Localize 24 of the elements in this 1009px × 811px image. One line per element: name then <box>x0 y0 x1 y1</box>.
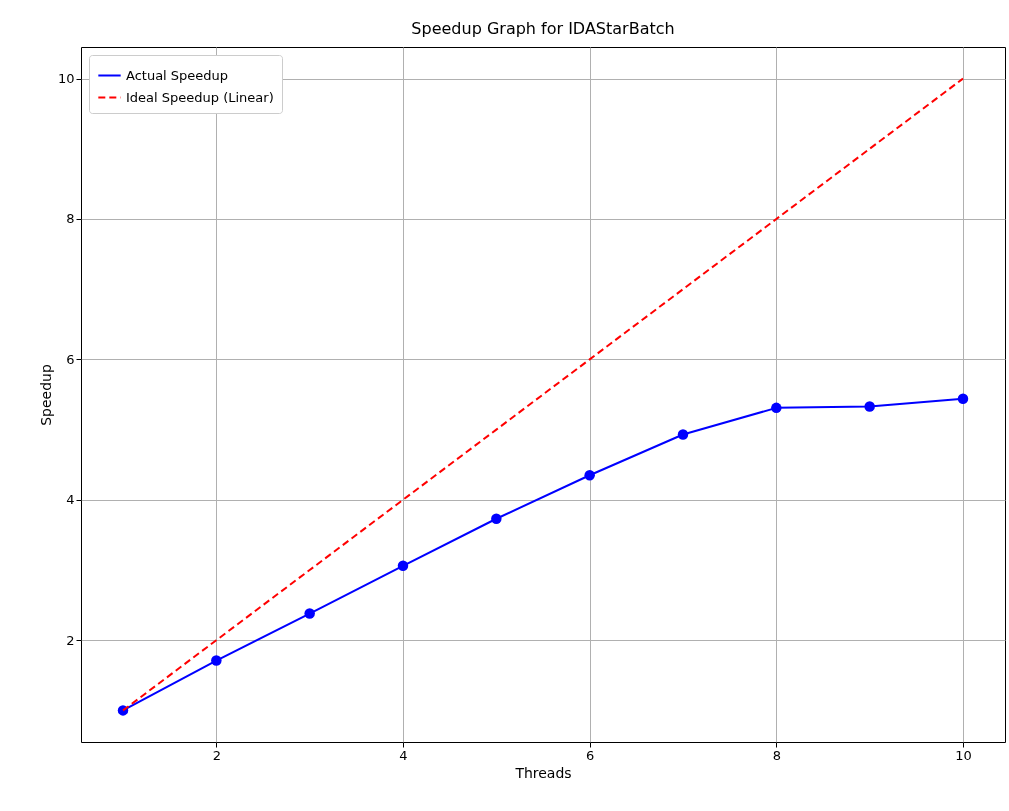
x-tick-label: 10 <box>955 747 972 763</box>
x-axis-title: Threads <box>514 764 572 781</box>
y-axis-title: Speedup <box>37 364 54 426</box>
x-tick-label: 8 <box>772 747 781 763</box>
point <box>957 393 969 404</box>
legend-label: Ideal Speedup (Linear) <box>126 89 274 105</box>
chart-title: Speedup Graph for IDAStarBatch <box>411 19 675 38</box>
x-tick-label: 4 <box>399 747 408 763</box>
point <box>584 470 595 481</box>
point <box>397 560 409 572</box>
point <box>491 513 502 524</box>
y-tick-label: 2 <box>66 632 75 648</box>
y-tick-label: 8 <box>66 211 75 227</box>
y-tick-label: 10 <box>57 71 75 87</box>
x-tick-label: 6 <box>586 747 595 763</box>
point <box>304 608 315 619</box>
x-tick-label: 2 <box>212 747 221 763</box>
y-tick-label: 4 <box>66 492 75 508</box>
point <box>771 402 782 414</box>
point <box>677 429 689 440</box>
point <box>211 655 222 666</box>
legend-label: Actual Speedup <box>126 67 229 83</box>
y-tick-label: 6 <box>66 351 75 367</box>
point <box>864 401 875 412</box>
